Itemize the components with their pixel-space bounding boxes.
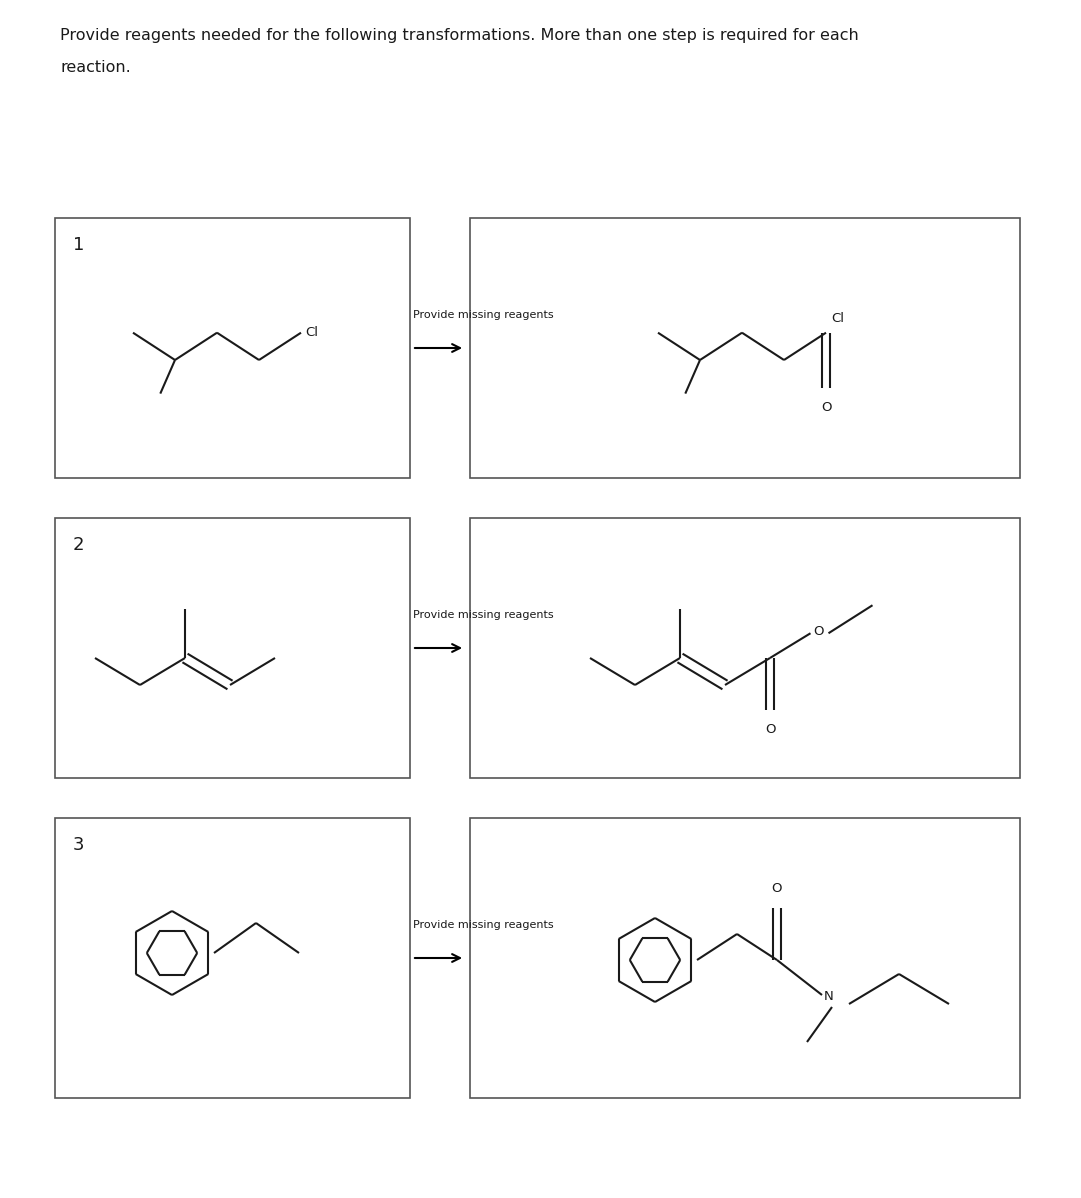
Text: O: O: [764, 724, 775, 736]
Text: Provide missing reagents: Provide missing reagents: [413, 920, 553, 930]
Bar: [470, 818, 1020, 1099]
Bar: [55, 518, 410, 778]
Text: Cl: Cl: [831, 313, 844, 325]
Text: Provide missing reagents: Provide missing reagents: [413, 310, 553, 320]
Text: Provide reagents needed for the following transformations. More than one step is: Provide reagents needed for the followin…: [61, 28, 858, 43]
Bar: [55, 218, 410, 478]
Text: 3: 3: [74, 836, 84, 854]
Text: O: O: [820, 400, 831, 413]
Text: Provide missing reagents: Provide missing reagents: [413, 610, 553, 621]
Text: N: N: [824, 991, 833, 1004]
Text: Cl: Cl: [305, 326, 318, 339]
Bar: [470, 518, 1020, 778]
Bar: [55, 818, 410, 1099]
Text: 2: 2: [74, 536, 84, 553]
Text: reaction.: reaction.: [61, 60, 131, 75]
Text: 1: 1: [74, 236, 84, 254]
Bar: [470, 218, 1020, 478]
Text: O: O: [814, 624, 824, 637]
Text: O: O: [772, 882, 783, 895]
